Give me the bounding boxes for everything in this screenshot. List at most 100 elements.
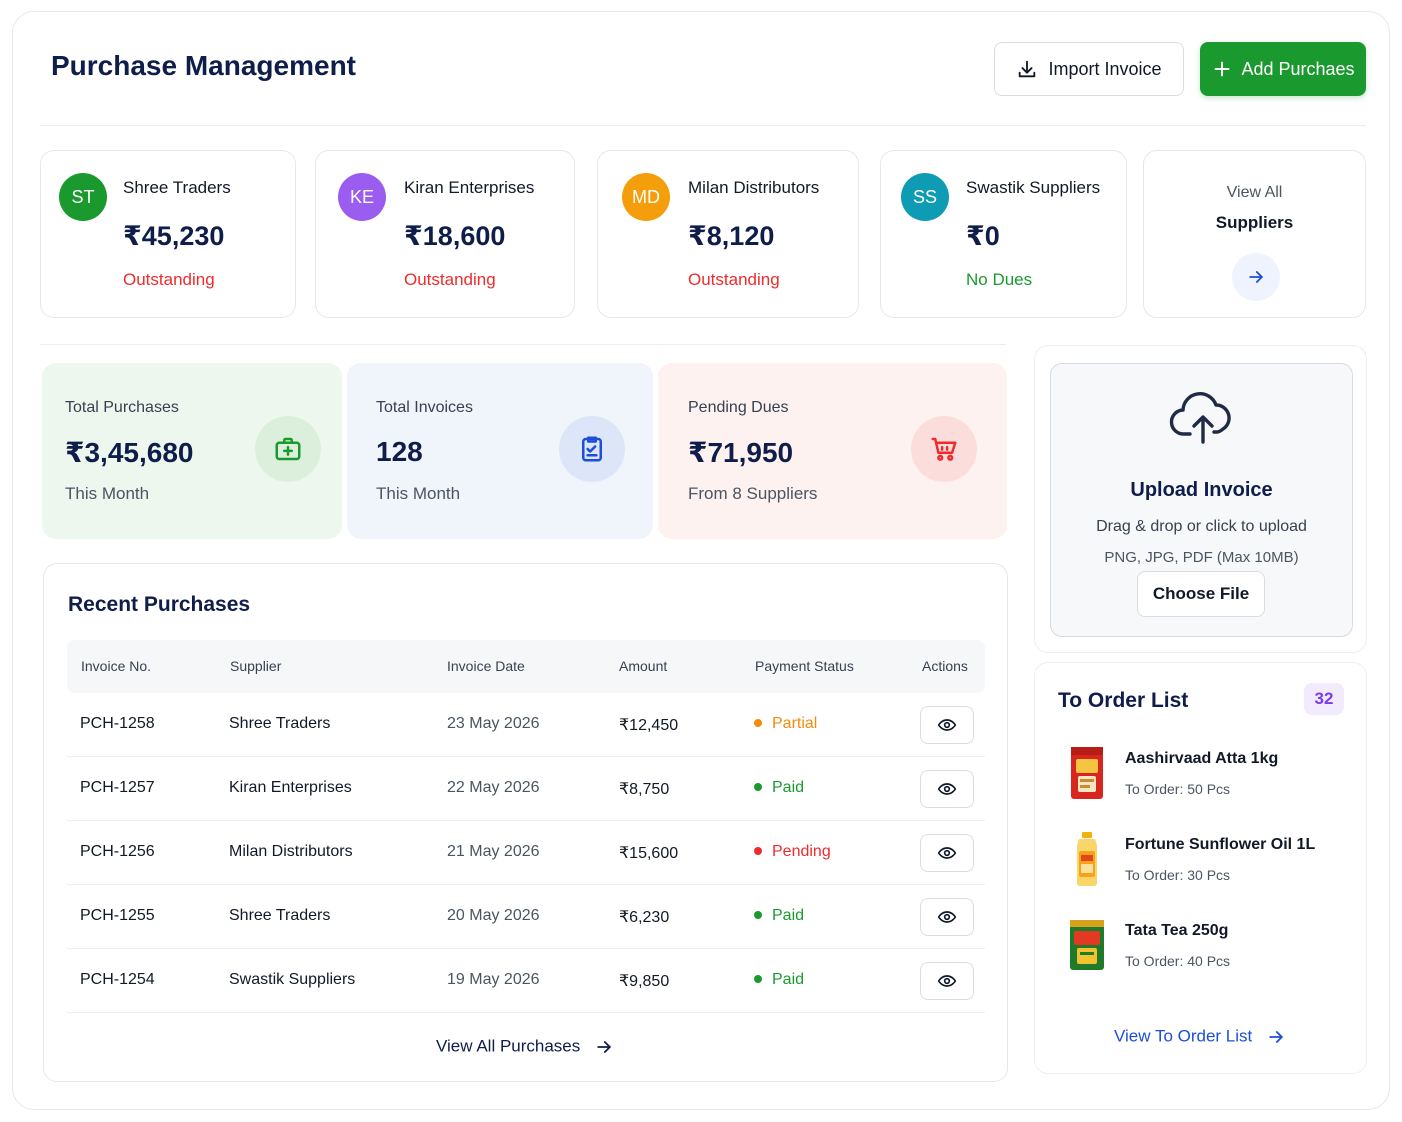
oil-bottle-image xyxy=(1077,832,1097,886)
recent-purchases-title: Recent Purchases xyxy=(68,593,251,616)
view-all-purchases-link[interactable]: View All Purchases xyxy=(44,1036,1007,1057)
view-all-label: View All xyxy=(1226,184,1283,201)
choose-file-button[interactable]: Choose File xyxy=(1137,571,1265,617)
supplier-card-kiran-enterprises[interactable]: KE Kiran Enterprises ₹18,600 Outstanding xyxy=(315,150,575,318)
supplier-cell: Swastik Suppliers xyxy=(229,971,356,988)
table-row: PCH-1257 Kiran Enterprises 22 May 2026 ₹… xyxy=(67,757,985,821)
supplier-card-shree-traders[interactable]: ST Shree Traders ₹45,230 Outstanding xyxy=(40,150,296,318)
cloud-upload-icon xyxy=(1169,392,1231,444)
supplier-amount: ₹0 xyxy=(966,221,1000,251)
plus-icon xyxy=(1215,61,1230,77)
invoice-number: PCH-1257 xyxy=(80,779,155,796)
status-badge: Paid xyxy=(754,779,804,797)
view-invoice-button[interactable] xyxy=(920,706,974,744)
status-badge: Paid xyxy=(754,907,804,925)
column-header: Amount xyxy=(619,658,668,674)
arrow-right-icon xyxy=(1249,271,1263,283)
import-invoice-label: Import Invoice xyxy=(1048,58,1162,79)
view-invoice-button[interactable] xyxy=(920,834,974,872)
view-invoice-button[interactable] xyxy=(920,770,974,808)
list-item[interactable]: Aashirvaad Atta 1kg To Order: 50 Pcs xyxy=(1065,745,1355,807)
suppliers-label: Suppliers xyxy=(1215,213,1294,232)
page-title: Purchase Management xyxy=(51,50,356,81)
table-row: PCH-1255 Shree Traders 20 May 2026 ₹6,23… xyxy=(67,885,985,949)
invoice-number: PCH-1255 xyxy=(80,907,155,924)
download-icon xyxy=(1019,60,1036,78)
status-badge: Partial xyxy=(754,715,817,733)
supplier-cell: Kiran Enterprises xyxy=(229,779,352,796)
table-header: Invoice No. Supplier Invoice Date Amount… xyxy=(67,640,985,693)
briefcase-plus-icon xyxy=(255,416,321,482)
view-invoice-button[interactable] xyxy=(920,898,974,936)
to-order-title: To Order List xyxy=(1058,689,1189,712)
stat-pending-dues: Pending Dues ₹71,950 From 8 Suppliers xyxy=(658,363,1007,539)
stat-label: Total Purchases xyxy=(65,399,179,416)
supplier-cell: Shree Traders xyxy=(229,715,331,732)
date-cell: 21 May 2026 xyxy=(447,843,540,860)
product-quantity: To Order: 40 Pcs xyxy=(1125,953,1231,969)
supplier-status: Outstanding xyxy=(404,270,496,289)
column-header: Payment Status xyxy=(755,658,854,674)
product-name: Aashirvaad Atta 1kg xyxy=(1125,750,1279,767)
add-purchase-label: Add Purchaes xyxy=(1241,58,1355,79)
column-header: Invoice No. xyxy=(81,658,152,674)
stat-value: ₹71,950 xyxy=(688,437,794,468)
supplier-status: Outstanding xyxy=(688,270,780,289)
view-to-order-label: View To Order List xyxy=(1113,1026,1253,1046)
stat-total-invoices: Total Invoices 128 This Month xyxy=(347,363,653,539)
view-all-suppliers-card[interactable]: View All Suppliers xyxy=(1143,150,1366,318)
supplier-amount: ₹8,120 xyxy=(688,221,775,251)
status-badge: Paid xyxy=(754,971,804,989)
date-cell: 19 May 2026 xyxy=(447,971,540,988)
upload-formats: PNG, JPG, PDF (Max 10MB) xyxy=(1104,549,1299,566)
product-name: Tata Tea 250g xyxy=(1125,922,1229,939)
upload-dropzone[interactable]: Upload Invoice Drag & drop or click to u… xyxy=(1050,363,1353,637)
supplier-name: Kiran Enterprises xyxy=(404,178,535,197)
eye-icon xyxy=(937,911,957,923)
column-header: Invoice Date xyxy=(447,658,525,674)
column-header: Supplier xyxy=(230,658,282,674)
import-invoice-button[interactable]: Import Invoice xyxy=(994,42,1184,96)
stat-label: Total Invoices xyxy=(376,399,473,416)
view-all-purchases-label: View All Purchases xyxy=(436,1036,581,1056)
upload-hint: Drag & drop or click to upload xyxy=(1096,518,1307,535)
eye-icon xyxy=(937,975,957,987)
view-invoice-button[interactable] xyxy=(920,962,974,1000)
cart-icon xyxy=(911,416,977,482)
stat-sub: From 8 Suppliers xyxy=(688,484,818,503)
product-quantity: To Order: 30 Pcs xyxy=(1125,867,1231,883)
supplier-card-milan-distributors[interactable]: MD Milan Distributors ₹8,120 Outstanding xyxy=(597,150,859,318)
supplier-amount: ₹18,600 xyxy=(404,221,506,251)
list-item[interactable]: Fortune Sunflower Oil 1L To Order: 30 Pc… xyxy=(1065,831,1355,893)
stat-total-purchases: Total Purchases ₹3,45,680 This Month xyxy=(42,363,342,539)
column-header: Actions xyxy=(922,658,968,674)
arrow-right-icon xyxy=(597,1040,611,1053)
clipboard-check-icon xyxy=(559,416,625,482)
header-divider xyxy=(40,125,1366,126)
avatar: SS xyxy=(901,173,949,221)
table-row: PCH-1254 Swastik Suppliers 19 May 2026 ₹… xyxy=(67,949,985,1013)
invoice-number: PCH-1258 xyxy=(80,715,155,732)
view-to-order-list-link[interactable]: View To Order List xyxy=(1035,1026,1366,1047)
tea-pack-image xyxy=(1070,920,1104,970)
add-purchase-button[interactable]: Add Purchaes xyxy=(1200,42,1366,96)
date-cell: 23 May 2026 xyxy=(447,715,540,732)
product-name: Fortune Sunflower Oil 1L xyxy=(1125,836,1316,853)
eye-icon xyxy=(937,847,957,859)
date-cell: 22 May 2026 xyxy=(447,779,540,796)
section-divider xyxy=(40,344,1006,345)
upload-invoice-panel: Upload Invoice Drag & drop or click to u… xyxy=(1034,345,1367,653)
invoice-number: PCH-1256 xyxy=(80,843,155,860)
view-all-suppliers-button[interactable] xyxy=(1232,253,1280,301)
stat-sub: This Month xyxy=(65,484,150,503)
date-cell: 20 May 2026 xyxy=(447,907,540,924)
list-item[interactable]: Tata Tea 250g To Order: 40 Pcs xyxy=(1065,917,1355,979)
amount-cell: ₹6,230 xyxy=(619,909,670,926)
status-badge: Pending xyxy=(754,843,831,861)
table-row: PCH-1256 Milan Distributors 21 May 2026 … xyxy=(67,821,985,885)
product-quantity: To Order: 50 Pcs xyxy=(1125,781,1231,797)
supplier-cell: Milan Distributors xyxy=(229,843,353,860)
atta-pack-image xyxy=(1071,747,1103,799)
stat-label: Pending Dues xyxy=(688,399,789,416)
supplier-card-swastik-suppliers[interactable]: SS Swastik Suppliers ₹0 No Dues xyxy=(880,150,1127,318)
